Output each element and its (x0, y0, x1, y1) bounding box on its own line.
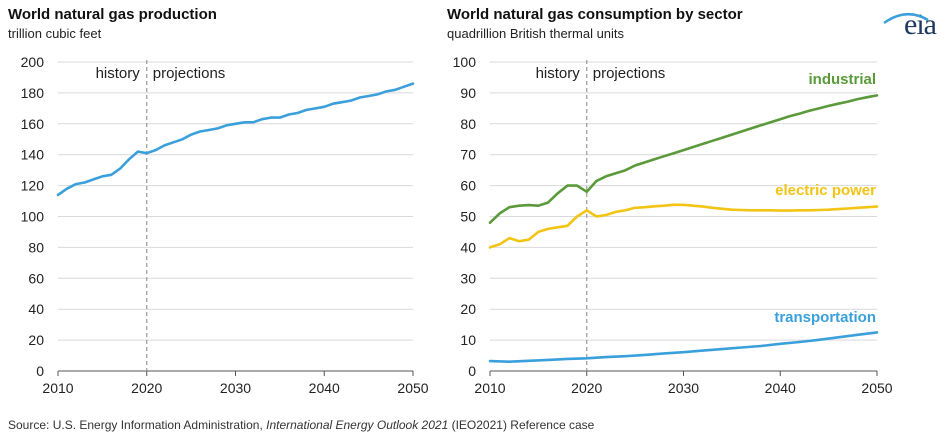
chart1-subtitle: trillion cubic feet (8, 26, 102, 41)
industrial-series-label: industrial (808, 71, 876, 88)
y-tick-label: 60 (28, 270, 44, 286)
y-tick-label: 160 (21, 116, 45, 132)
projections-label: projections (593, 65, 666, 82)
electric-power-line (488, 203, 879, 249)
y-tick-label: 120 (21, 178, 45, 194)
electric-power-series-label: electric power (775, 182, 876, 199)
industrial-line (488, 94, 879, 224)
x-tick-label: 2020 (571, 380, 602, 396)
x-tick-label: 2010 (42, 380, 73, 396)
x-tick-label: 2030 (668, 380, 699, 396)
chart1-title: World natural gas production (8, 6, 217, 23)
x-tick-label: 2040 (309, 380, 340, 396)
source-prefix: Source: U.S. Energy Information Administ… (8, 418, 267, 432)
y-tick-label: 40 (28, 301, 44, 317)
x-tick-label: 2050 (861, 380, 892, 396)
projections-label: projections (153, 65, 226, 82)
x-tick-label: 2030 (220, 380, 251, 396)
y-tick-label: 70 (460, 147, 476, 163)
y-tick-label: 60 (460, 178, 476, 194)
source-note: Source: U.S. Energy Information Administ… (8, 418, 594, 432)
y-tick-label: 20 (28, 332, 44, 348)
y-tick-label: 180 (21, 85, 45, 101)
chart2-subtitle: quadrillion British thermal units (447, 26, 625, 41)
x-tick-label: 2050 (397, 380, 428, 396)
y-tick-label: 0 (36, 363, 44, 379)
history-label: history (536, 65, 581, 82)
chart2-title: World natural gas consumption by sector (447, 6, 743, 23)
source-publication: International Energy Outlook 2021 (266, 418, 449, 432)
y-tick-label: 140 (21, 147, 45, 163)
transportation-line (488, 331, 879, 364)
y-tick-label: 80 (460, 116, 476, 132)
y-tick-label: 100 (453, 54, 477, 70)
y-tick-label: 100 (21, 209, 45, 225)
y-tick-label: 20 (460, 301, 476, 317)
y-tick-label: 80 (28, 239, 44, 255)
x-tick-label: 2020 (131, 380, 162, 396)
production-line (56, 82, 415, 197)
y-tick-label: 50 (460, 209, 476, 225)
x-tick-label: 2010 (474, 380, 505, 396)
y-tick-label: 200 (21, 54, 45, 70)
history-label: history (96, 65, 141, 82)
y-tick-label: 90 (460, 85, 476, 101)
y-tick-label: 30 (460, 270, 476, 286)
x-tick-label: 2040 (765, 380, 796, 396)
eia-logo: eia (883, 8, 937, 42)
source-suffix: (IEO2021) Reference case (448, 418, 595, 432)
y-tick-label: 10 (460, 332, 476, 348)
y-tick-label: 40 (460, 239, 476, 255)
transportation-series-label: transportation (774, 309, 876, 326)
logo-arc-icon (883, 13, 929, 24)
y-tick-label: 0 (468, 363, 476, 379)
